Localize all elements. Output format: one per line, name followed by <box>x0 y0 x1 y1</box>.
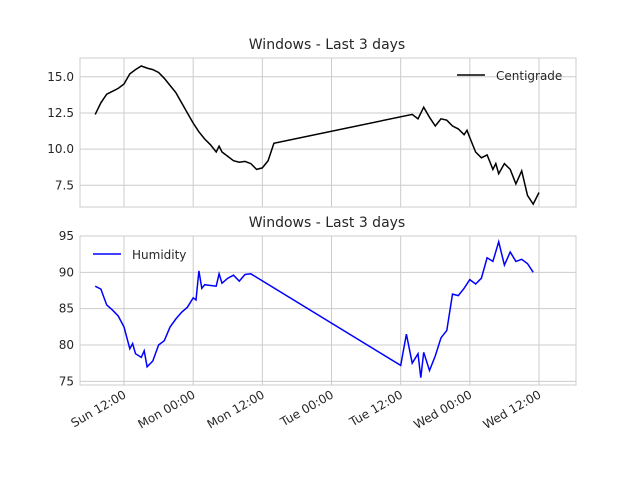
humidity-plot-frame <box>79 235 577 386</box>
centigrade-legend-label: Centigrade <box>496 69 562 83</box>
humidity-legend-label: Humidity <box>132 248 186 262</box>
y-tick-label: 15.0 <box>47 70 74 84</box>
centigrade-series-line <box>94 65 540 206</box>
y-tick-label: 7.5 <box>55 178 74 192</box>
temperature-plot-frame <box>79 57 577 208</box>
temperature-legend: Centigrade <box>457 69 562 83</box>
temperature-y-ticks: 7.5 10.0 12.5 15.0 <box>47 70 74 192</box>
y-tick-label: 85 <box>59 302 74 316</box>
y-tick-label: 75 <box>59 374 74 388</box>
humidity-legend: Humidity <box>93 248 186 262</box>
humidity-series-line <box>94 238 534 378</box>
y-tick-label: 90 <box>59 265 74 279</box>
y-tick-label: 12.5 <box>47 106 74 120</box>
y-tick-label: 10.0 <box>47 142 74 156</box>
temperature-panel: Windows - Last 3 days 7.5 10.0 12.5 15.0 Ce… <box>47 37 577 208</box>
temperature-chart-title: Windows - Last 3 days <box>249 37 405 53</box>
humidity-chart-title: Windows - Last 3 days <box>249 215 405 231</box>
y-tick-label: 95 <box>59 229 74 243</box>
humidity-y-ticks: 75 80 85 90 95 <box>59 229 74 388</box>
y-tick-label: 80 <box>59 338 74 352</box>
